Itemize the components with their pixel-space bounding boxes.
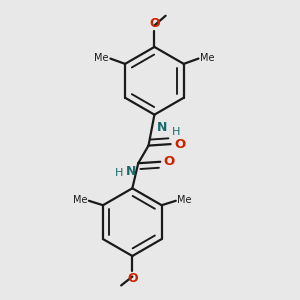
Text: Me: Me <box>200 53 214 63</box>
Text: O: O <box>164 155 175 168</box>
Text: Me: Me <box>94 53 109 63</box>
Text: N: N <box>126 165 136 178</box>
Text: N: N <box>157 121 167 134</box>
Text: O: O <box>174 138 185 151</box>
Text: O: O <box>127 272 138 285</box>
Text: Me: Me <box>73 195 87 205</box>
Text: H: H <box>115 168 123 178</box>
Text: Me: Me <box>177 195 192 205</box>
Text: H: H <box>171 128 180 137</box>
Text: O: O <box>149 17 160 30</box>
